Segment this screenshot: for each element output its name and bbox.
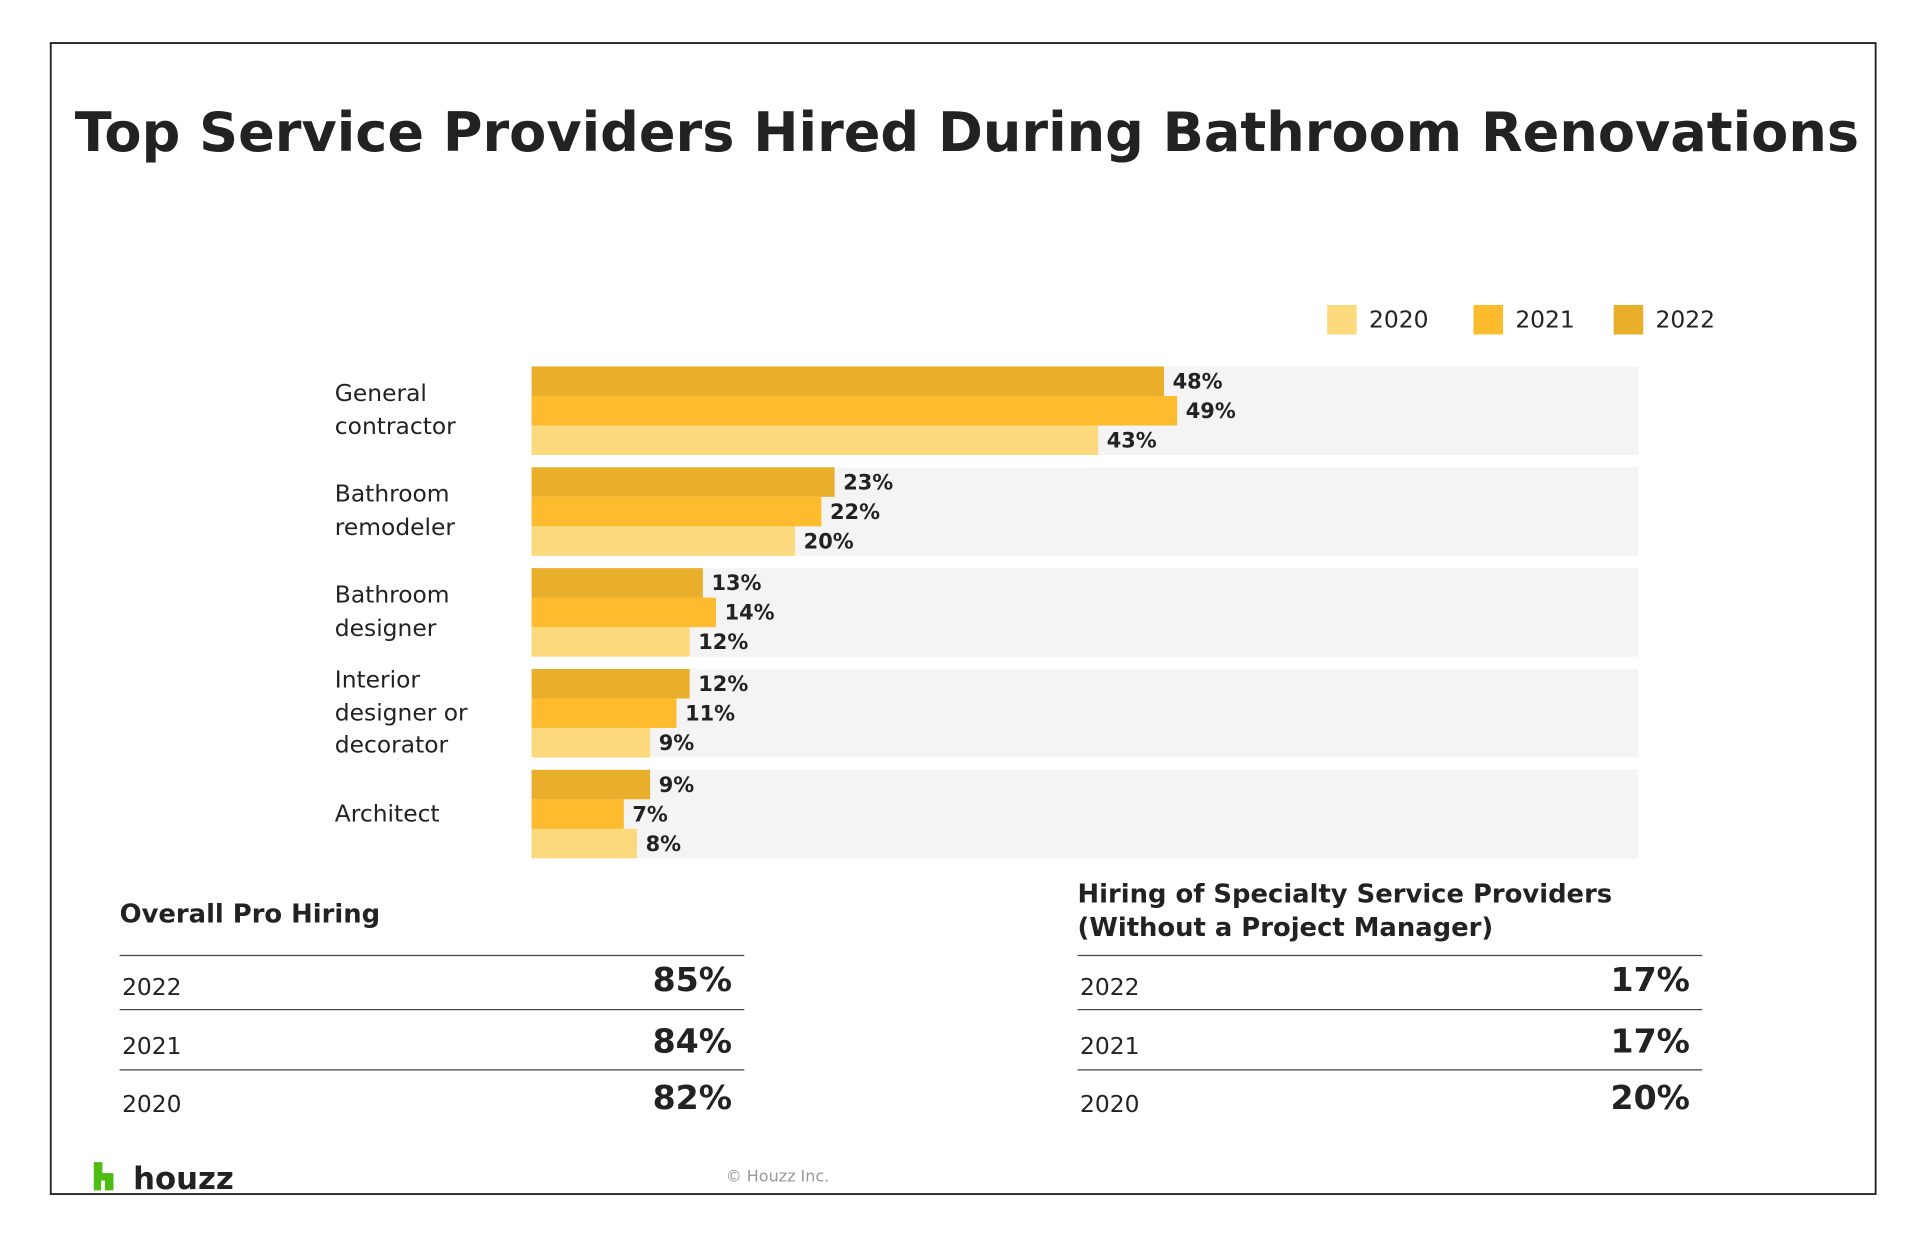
value-label: 48% — [1173, 369, 1223, 393]
value-label: 13% — [711, 571, 761, 595]
bar — [531, 597, 717, 628]
category-label: Architect — [334, 800, 440, 828]
row-label: 2022 — [1080, 973, 1139, 1001]
row-label: 2021 — [122, 1032, 181, 1060]
row-label: 2022 — [122, 973, 181, 1001]
value-label: 23% — [843, 470, 893, 494]
table-title-box: Hiring of Specialty Service Providers (W… — [1077, 879, 1613, 943]
row-background — [531, 769, 1639, 859]
legend-swatch — [1327, 304, 1357, 335]
value-label: 20% — [804, 529, 854, 553]
row-value: 17% — [1611, 960, 1690, 999]
bar — [531, 799, 624, 829]
value-label: 22% — [830, 500, 880, 524]
legend-label: 2021 — [1515, 305, 1574, 333]
copyright: © Houzz Inc. — [726, 1166, 829, 1185]
category-label-box: Bathroom remodeler — [334, 481, 456, 542]
value-label: 12% — [698, 630, 748, 654]
bar — [531, 769, 651, 800]
value-label: 9% — [659, 731, 695, 755]
table-title-box: Overall Pro Hiring — [119, 898, 381, 929]
value-label: 43% — [1107, 428, 1157, 452]
row-background — [531, 668, 1639, 758]
bar — [531, 727, 651, 758]
bar — [531, 467, 835, 497]
bar — [531, 568, 703, 598]
value-label: 49% — [1186, 399, 1236, 423]
value-label: 8% — [646, 832, 682, 856]
category-label: Interior designer or decorator — [334, 666, 468, 760]
value-label: 9% — [659, 773, 695, 797]
bar — [531, 828, 637, 859]
row-label: 2021 — [1080, 1032, 1139, 1060]
bar — [531, 668, 690, 699]
table-title: Hiring of Specialty Service Providers (W… — [1077, 879, 1613, 943]
row-value: 85% — [653, 960, 732, 999]
logo-text: houzz — [133, 1161, 234, 1197]
logo-icon — [93, 1162, 114, 1191]
row-value: 20% — [1611, 1078, 1690, 1117]
bar — [531, 366, 1164, 396]
legend-swatch — [1613, 304, 1644, 335]
row-label: 2020 — [122, 1090, 181, 1118]
legend-swatch — [1473, 304, 1504, 335]
category-label: Bathroom remodeler — [334, 481, 456, 542]
category-label-box: Architect — [334, 800, 440, 828]
table-title: Overall Pro Hiring — [119, 898, 381, 929]
category-label-box: General contractor — [334, 380, 456, 441]
legend-label: 2022 — [1656, 305, 1715, 333]
value-label: 12% — [698, 672, 748, 696]
bar — [531, 526, 796, 556]
row-value: 17% — [1611, 1021, 1690, 1060]
row-value: 82% — [653, 1078, 732, 1117]
bar — [531, 496, 822, 527]
row-label: 2020 — [1080, 1090, 1139, 1118]
chart-title: Top Service Providers Hired During Bathr… — [75, 101, 1859, 164]
category-label: Bathroom designer — [334, 582, 450, 642]
legend-label: 2020 — [1369, 305, 1428, 333]
value-label: 14% — [725, 601, 775, 625]
value-label: 7% — [632, 802, 668, 826]
bar — [531, 425, 1099, 455]
row-value: 84% — [653, 1021, 732, 1060]
value-label: 11% — [685, 701, 735, 725]
bar — [531, 698, 677, 728]
bar — [531, 627, 690, 657]
bar — [531, 395, 1178, 426]
category-label-box: Interior designer or decorator — [334, 666, 468, 760]
category-label: General contractor — [334, 380, 456, 441]
category-label-box: Bathroom designer — [334, 582, 450, 642]
